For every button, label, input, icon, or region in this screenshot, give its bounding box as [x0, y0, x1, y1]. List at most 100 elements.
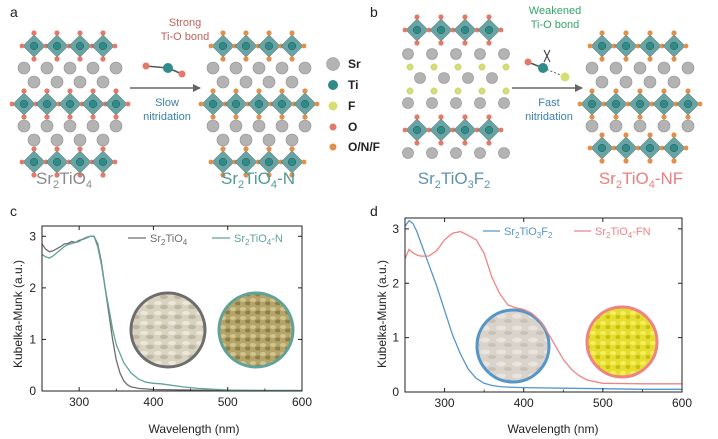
- vertex-atom: [90, 114, 96, 120]
- vertex-atom: [208, 159, 214, 165]
- vertex-atom: [659, 43, 665, 49]
- ti-atom: [287, 157, 297, 167]
- vertex-atom: [198, 101, 204, 107]
- sr-atom: [681, 61, 695, 75]
- vertex-atom: [31, 172, 37, 178]
- vertex-atom: [671, 56, 677, 62]
- sr-atom: [63, 61, 77, 75]
- x-tick-label: 300: [435, 396, 455, 410]
- vertex-atom: [601, 101, 607, 107]
- sr-atom: [262, 133, 276, 147]
- vertex-atom: [623, 30, 629, 36]
- vertex-atom: [289, 30, 295, 36]
- vertex-atom: [647, 56, 653, 62]
- ti-atom: [460, 25, 470, 35]
- panel-letter-b: b: [370, 4, 378, 20]
- vertex-atom: [67, 114, 73, 120]
- vertex-atom: [220, 56, 226, 62]
- vertex-atom: [587, 43, 593, 49]
- sr-atom: [474, 48, 486, 60]
- vertex-atom: [498, 27, 504, 33]
- ti-atom: [75, 41, 85, 51]
- vertex-atom: [256, 88, 262, 94]
- vertex-atom: [289, 56, 295, 62]
- sr-atom: [657, 119, 671, 133]
- sr-atom: [262, 75, 276, 89]
- vertex-atom: [31, 30, 37, 36]
- series-line-sr2tio3f2: [404, 219, 682, 390]
- y-tick-label: 3: [29, 229, 36, 243]
- vertex-atom: [611, 43, 617, 49]
- inset-sr2tio4-n-powder: [217, 291, 295, 369]
- chart-c-xlabel: Wavelength (nm): [149, 422, 240, 436]
- plot-frame: [404, 217, 683, 393]
- sr-atom: [252, 119, 266, 133]
- ti-atom: [98, 41, 108, 51]
- ti-atom: [19, 99, 29, 109]
- chart-d-legend: Sr2TiO3F2 Sr2TiO4-FN: [483, 226, 651, 240]
- vertex-atom: [44, 88, 50, 94]
- y-tick-label: 2: [29, 281, 36, 295]
- ti-atom: [65, 99, 75, 109]
- vertex-atom: [100, 56, 106, 62]
- vertex-atom: [266, 146, 272, 152]
- vertex-atom: [486, 140, 492, 146]
- sr-atom: [40, 119, 54, 133]
- ti-atom: [436, 125, 446, 135]
- vertex-atom: [647, 132, 653, 138]
- sr-atom: [239, 75, 253, 89]
- x-tick-label: 400: [514, 396, 534, 410]
- legend-label-sr2tio4-fn: Sr2TiO4-FN: [595, 226, 651, 240]
- x-tick-label: 400: [143, 395, 163, 409]
- vertex-atom: [474, 127, 480, 133]
- sr-atom: [450, 97, 462, 109]
- plot-frame: [41, 225, 303, 392]
- vertex-atom: [67, 88, 73, 94]
- sr-atom: [206, 61, 220, 75]
- vertex-atom: [233, 114, 239, 120]
- ti-atom: [621, 143, 631, 153]
- sr-atom: [633, 119, 647, 133]
- sr-atom: [657, 61, 671, 75]
- vertex-atom: [44, 114, 50, 120]
- ti-atom: [412, 125, 422, 135]
- vertex-atom: [21, 88, 27, 94]
- vertex-atom: [589, 114, 595, 120]
- sr-atom: [643, 75, 657, 89]
- series-line-sr2tio4-n: [41, 235, 302, 392]
- ti-atom: [484, 125, 494, 135]
- sr-atom: [73, 133, 87, 147]
- sr2tio4-structure: [9, 30, 131, 178]
- vertex-atom: [671, 158, 677, 164]
- vertex-atom: [611, 145, 617, 151]
- ti-atom: [208, 99, 218, 109]
- legend-label-sr2tio3f2: Sr2TiO3F2: [504, 226, 553, 240]
- vertex-atom: [31, 146, 37, 152]
- inset-sr2tio4-fn-powder: [585, 305, 659, 379]
- vertex-atom: [243, 30, 249, 36]
- legend-item-onf: O/N/F: [329, 140, 380, 154]
- chart-c-legend: Sr2TiO4 Sr2TiO4-N: [128, 233, 283, 247]
- vertex-atom: [647, 158, 653, 164]
- sr-atom: [595, 75, 609, 89]
- chart-d-xlabel: Wavelength (nm): [508, 422, 599, 436]
- y-tick-label: 1: [29, 332, 36, 346]
- chart-c-ylabel: Kubelka-Munk (a.u.): [11, 260, 25, 368]
- ti-atom: [645, 41, 655, 51]
- sr-atom: [275, 119, 289, 133]
- legend-label-sr2tio4-n: Sr2TiO4-N: [234, 233, 283, 247]
- ti-atom: [587, 99, 597, 109]
- vertex-atom: [438, 40, 444, 46]
- sr-atom: [474, 147, 486, 159]
- vertex-atom: [623, 158, 629, 164]
- sr-atom: [585, 61, 599, 75]
- sr-atom: [96, 133, 110, 147]
- vertex-atom: [243, 146, 249, 152]
- vertex-atom: [486, 40, 492, 46]
- vertex-atom: [414, 114, 420, 120]
- vertex-atom: [266, 30, 272, 36]
- ti-atom: [29, 41, 39, 51]
- vertex-atom: [208, 43, 214, 49]
- f-atom: [454, 63, 462, 71]
